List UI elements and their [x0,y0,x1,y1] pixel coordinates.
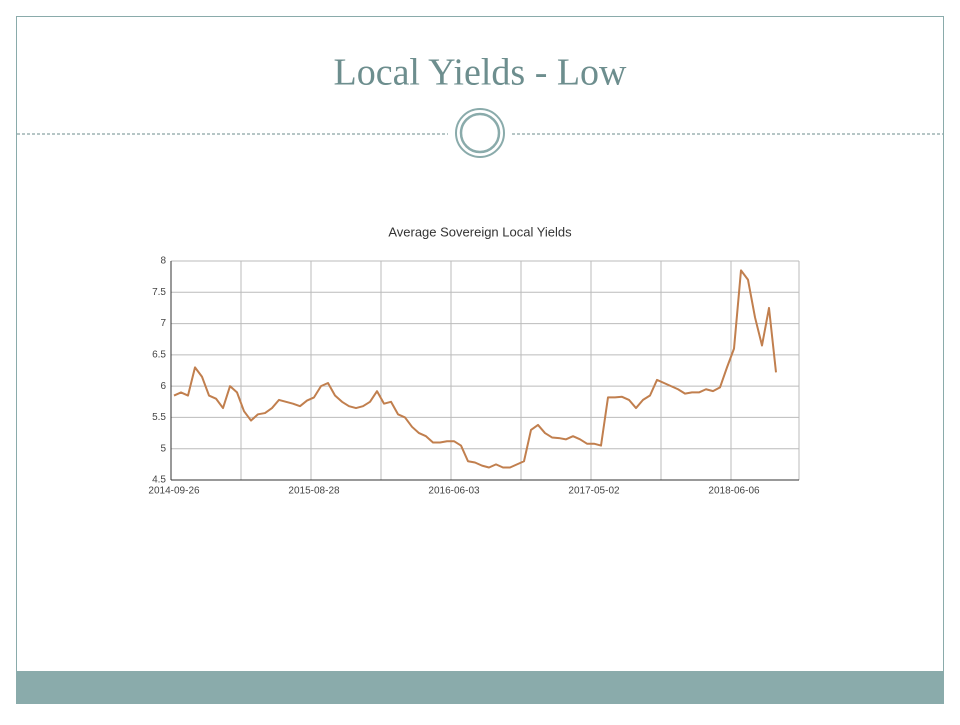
y-tick-label: 4.5 [152,475,166,486]
y-tick-label: 6 [160,381,166,392]
slide-title: Local Yields - Low [333,52,627,94]
x-tick-label: 2016-06-03 [428,486,480,497]
y-tick-label: 5 [160,443,166,454]
y-tick-label: 8 [160,256,166,267]
series-line [173,269,777,469]
y-tick-label: 7.5 [152,287,166,298]
y-tick-label: 5.5 [152,412,166,423]
ornament [459,112,501,154]
x-tick-label: 2018-06-06 [708,486,760,497]
chart-title: Average Sovereign Local Yields [388,224,572,239]
x-tick-label: 2014-09-26 [148,486,200,497]
y-tick-label: 6.5 [152,349,166,360]
y-tick-label: 7 [160,318,166,329]
plot: 4.5 5 5.5 6 6.5 7 7.5 8 2014-09-26 2015-08-28 2016… [148,256,800,497]
footer-band [16,671,944,704]
x-tick-label: 2017-05-02 [568,486,620,497]
x-tick-label: 2015-08-28 [288,486,340,497]
